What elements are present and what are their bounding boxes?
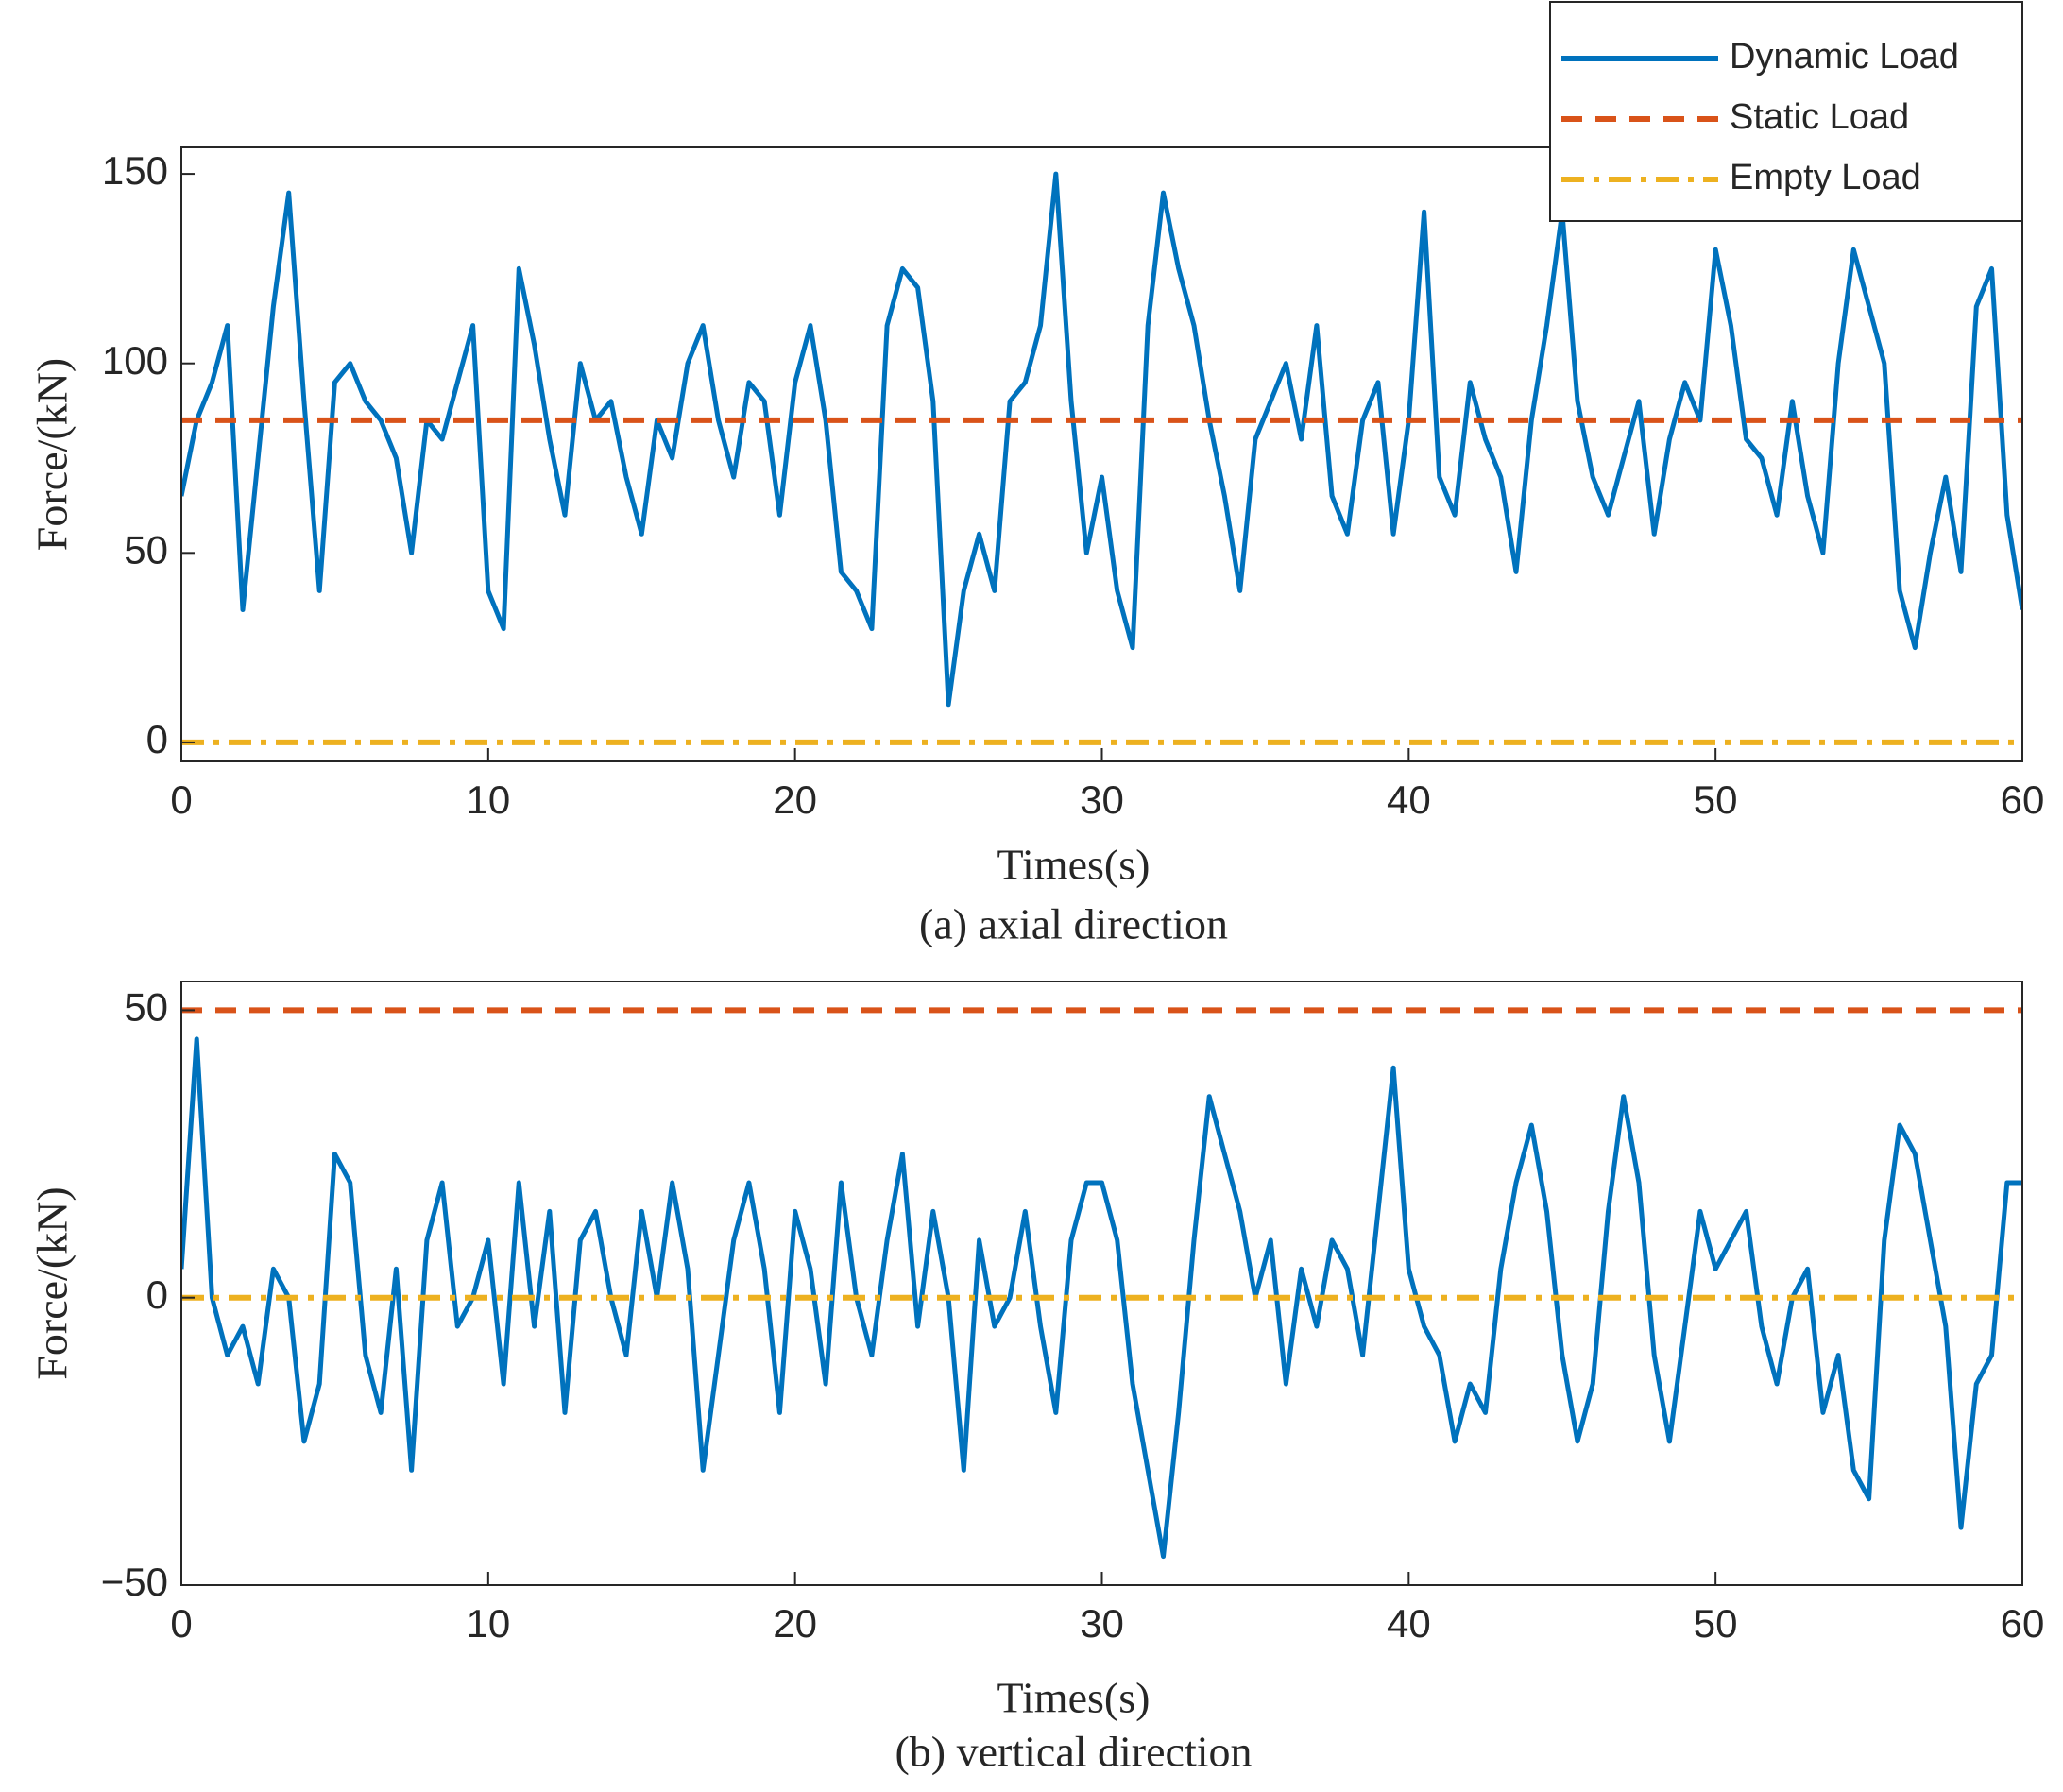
legend-label: Dynamic Load — [1730, 37, 1959, 77]
x-tick-label: 60 — [2001, 777, 2045, 822]
y-tick-label: 0 — [146, 1272, 168, 1317]
x-tick-label: 40 — [1387, 777, 1431, 822]
y-tick-label: 0 — [146, 717, 168, 761]
x-tick-label: 0 — [170, 777, 192, 822]
plot-area — [181, 147, 2022, 761]
x-tick-label: 30 — [1080, 777, 1124, 822]
y-axis-label: Force/(kN) — [28, 358, 77, 551]
x-tick-label: 10 — [466, 1601, 510, 1646]
x-axis-label: Times(s) — [997, 1674, 1151, 1722]
x-tick-label: 50 — [1694, 777, 1738, 822]
y-tick-label: 100 — [102, 338, 168, 383]
x-tick-label: 0 — [170, 1601, 192, 1646]
y-tick-label: 50 — [124, 985, 168, 1030]
y-axis-label: Force/(kN) — [28, 1186, 77, 1379]
legend-label: Empty Load — [1730, 158, 1921, 197]
x-axis-label: Times(s) — [997, 841, 1151, 889]
series-line — [181, 1036, 2022, 1560]
x-tick-label: 20 — [773, 777, 817, 822]
x-tick-label: 40 — [1387, 1601, 1431, 1646]
series-line — [181, 171, 2022, 708]
y-tick-label: 50 — [124, 527, 168, 572]
legend-box — [1549, 1, 2023, 222]
y-tick-label: 150 — [102, 148, 168, 193]
x-tick-label: 10 — [466, 777, 510, 822]
legend-label: Static Load — [1730, 97, 1909, 137]
x-tick-label: 30 — [1080, 1601, 1124, 1646]
x-tick-label: 60 — [2001, 1601, 2045, 1646]
x-tick-label: 50 — [1694, 1601, 1738, 1646]
y-tick-label: −50 — [101, 1560, 168, 1604]
caption: (b) vertical direction — [895, 1728, 1252, 1776]
x-tick-label: 20 — [773, 1601, 817, 1646]
plot-area — [181, 981, 2022, 1585]
caption: (a) axial direction — [919, 900, 1228, 948]
